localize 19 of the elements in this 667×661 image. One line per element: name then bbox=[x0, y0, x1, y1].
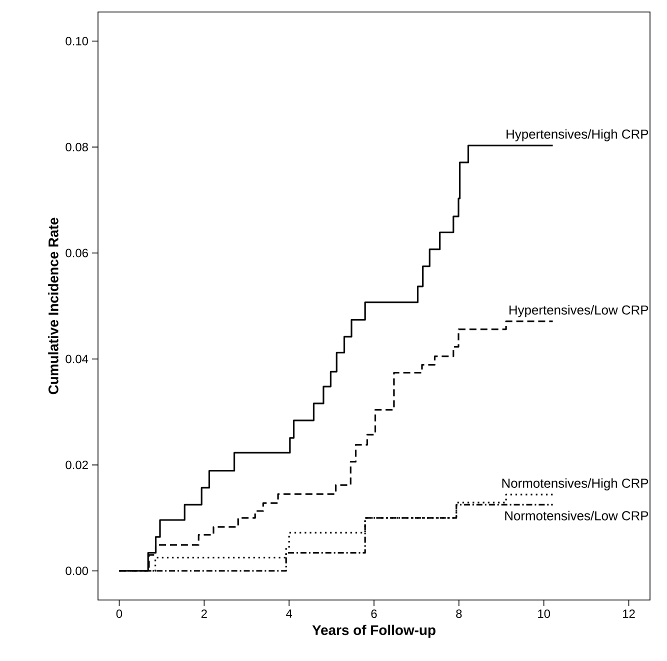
x-tick-label: 4 bbox=[286, 610, 292, 618]
y-tick-label: 0.02 bbox=[66, 460, 88, 470]
x-tick-label: 12 bbox=[623, 610, 635, 618]
y-tick-label: 0.08 bbox=[66, 142, 88, 152]
series-label: Hypertensives/Low CRP bbox=[510, 305, 648, 318]
series-label: Hypertensives/High CRP bbox=[506, 129, 648, 142]
x-tick-label: 2 bbox=[201, 610, 207, 618]
x-tick-label: 8 bbox=[456, 610, 462, 618]
y-axis-title: Cumulative Incidence Rate bbox=[48, 218, 58, 394]
x-axis-title: Years of Follow-up bbox=[312, 624, 436, 638]
y-tick-label: 0.04 bbox=[66, 354, 88, 364]
y-tick-label: 0.06 bbox=[66, 248, 88, 258]
x-tick-label: 6 bbox=[371, 610, 377, 618]
y-tick-label: 0.00 bbox=[66, 566, 88, 576]
series-label: Normotensives/High CRP bbox=[502, 478, 648, 490]
series-label: Normotensives/Low CRP bbox=[505, 510, 648, 520]
x-tick-label: 0 bbox=[116, 610, 122, 618]
x-tick-label: 10 bbox=[538, 610, 550, 618]
y-tick-label: 0.10 bbox=[66, 36, 88, 46]
